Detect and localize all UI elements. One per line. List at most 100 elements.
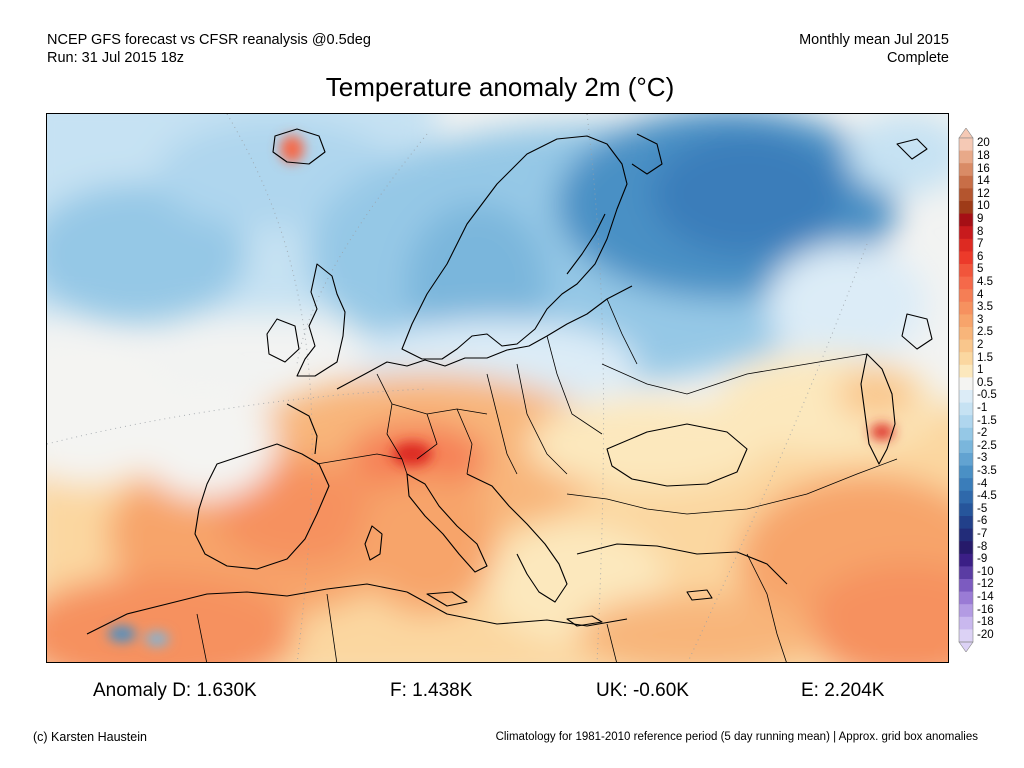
legend-label: 1 <box>977 364 984 377</box>
legend-label: 4 <box>977 288 984 301</box>
legend-label: -2 <box>977 427 988 440</box>
credit-text: (c) Karsten Haustein <box>33 730 147 744</box>
legend-swatch <box>959 163 973 177</box>
anomaly-field <box>47 114 948 662</box>
legend-arrow-top <box>958 128 974 139</box>
color-legend: 20 18 16 14 12 10 9 8 7 6 5 4.5 4 3.5 3 2.5 2 1.5 1 0.5 -0.5… <box>958 128 1024 652</box>
legend-swatch <box>959 377 973 391</box>
completion-status: Complete <box>886 50 949 66</box>
legend-label: 2 <box>977 338 984 351</box>
stat-uk: UK: -0.60K <box>596 680 689 701</box>
period-label: Monthly mean Jul 2015 <box>799 32 949 48</box>
legend-swatch <box>959 150 973 164</box>
legend-label: -4 <box>977 477 988 490</box>
legend-swatch <box>959 516 973 530</box>
legend-swatch <box>959 138 973 152</box>
stat-france: F: 1.438K <box>390 680 473 701</box>
legend-label: -3.5 <box>977 464 997 477</box>
legend-label: -14 <box>977 590 994 603</box>
legend-label: -5 <box>977 502 988 515</box>
legend-label: 16 <box>977 162 990 175</box>
legend-label: -16 <box>977 603 994 616</box>
legend-swatch <box>959 579 973 593</box>
legend-arrow-bottom <box>958 641 974 652</box>
legend-swatch <box>959 226 973 240</box>
anomaly-stats: Anomaly D: 1.630K F: 1.438K UK: -0.60K E… <box>0 680 1024 704</box>
legend-swatch <box>959 427 973 441</box>
legend-label: 5 <box>977 263 984 276</box>
model-description: NCEP GFS forecast vs CFSR reanalysis @0.… <box>47 32 371 48</box>
legend-label: -18 <box>977 616 994 629</box>
legend-label: -1 <box>977 401 988 414</box>
legend-swatch <box>959 264 973 278</box>
legend-label: -4.5 <box>977 490 997 503</box>
legend-swatch <box>959 327 973 341</box>
legend-swatch <box>959 301 973 315</box>
legend-label: -9 <box>977 553 988 566</box>
legend-swatch <box>959 175 973 189</box>
run-time: Run: 31 Jul 2015 18z <box>47 50 185 66</box>
legend-label: 0.5 <box>977 376 993 389</box>
legend-label: 3.5 <box>977 301 993 314</box>
legend-swatch <box>959 415 973 429</box>
legend-label: -3 <box>977 452 988 465</box>
legend-swatch <box>959 314 973 328</box>
climatology-note: Climatology for 1981-2010 reference peri… <box>495 731 978 743</box>
legend-label: 6 <box>977 250 984 263</box>
legend-label: 9 <box>977 212 984 225</box>
legend-swatch <box>959 339 973 353</box>
legend-swatch <box>959 364 973 378</box>
legend-label: 1.5 <box>977 351 993 364</box>
legend-label: 7 <box>977 238 984 251</box>
anomaly-map-canvas <box>47 114 948 662</box>
legend-label: 2.5 <box>977 326 993 339</box>
legend-swatch <box>959 213 973 227</box>
legend-label: -1.5 <box>977 414 997 427</box>
legend-swatch <box>959 616 973 630</box>
legend-swatch <box>959 478 973 492</box>
legend-label: -10 <box>977 565 994 578</box>
legend-swatch <box>959 541 973 555</box>
legend-label: 12 <box>977 187 990 200</box>
legend-label: 10 <box>977 200 990 213</box>
legend-label: 20 <box>977 137 990 150</box>
stat-germany: Anomaly D: 1.630K <box>93 680 257 701</box>
graticule <box>47 114 868 662</box>
legend-swatch <box>959 440 973 454</box>
legend-swatch <box>959 465 973 479</box>
legend-swatch <box>959 251 973 265</box>
legend-label: 14 <box>977 175 990 188</box>
country-borders <box>196 298 898 662</box>
coastlines <box>86 128 933 635</box>
stat-england: E: 2.204K <box>801 680 885 701</box>
legend-swatch <box>959 604 973 618</box>
legend-label: -20 <box>977 628 994 641</box>
legend-label: -2.5 <box>977 439 997 452</box>
legend-swatch <box>959 201 973 215</box>
legend-label: -0.5 <box>977 389 997 402</box>
header-left: NCEP GFS forecast vs CFSR reanalysis @0.… <box>47 31 371 67</box>
legend-swatch <box>959 629 973 643</box>
legend-swatch <box>959 402 973 416</box>
legend-label: 18 <box>977 149 990 162</box>
legend-swatch <box>959 276 973 290</box>
legend-color-bar <box>958 128 974 652</box>
legend-swatch <box>959 503 973 517</box>
legend-label: -7 <box>977 527 988 540</box>
legend-label: -8 <box>977 540 988 553</box>
legend-swatch <box>959 289 973 303</box>
header-right: Monthly mean Jul 2015 Complete <box>799 31 949 67</box>
legend-swatch <box>959 238 973 252</box>
legend-label: -6 <box>977 515 988 528</box>
legend-swatch <box>959 553 973 567</box>
legend-label: 4.5 <box>977 275 993 288</box>
legend-swatch <box>959 352 973 366</box>
legend-swatch <box>959 453 973 467</box>
legend-swatch <box>959 591 973 605</box>
anomaly-map <box>46 113 949 663</box>
legend-swatch <box>959 490 973 504</box>
legend-swatch <box>959 528 973 542</box>
legend-label: -12 <box>977 578 994 591</box>
legend-label: 8 <box>977 225 984 238</box>
legend-swatch <box>959 188 973 202</box>
